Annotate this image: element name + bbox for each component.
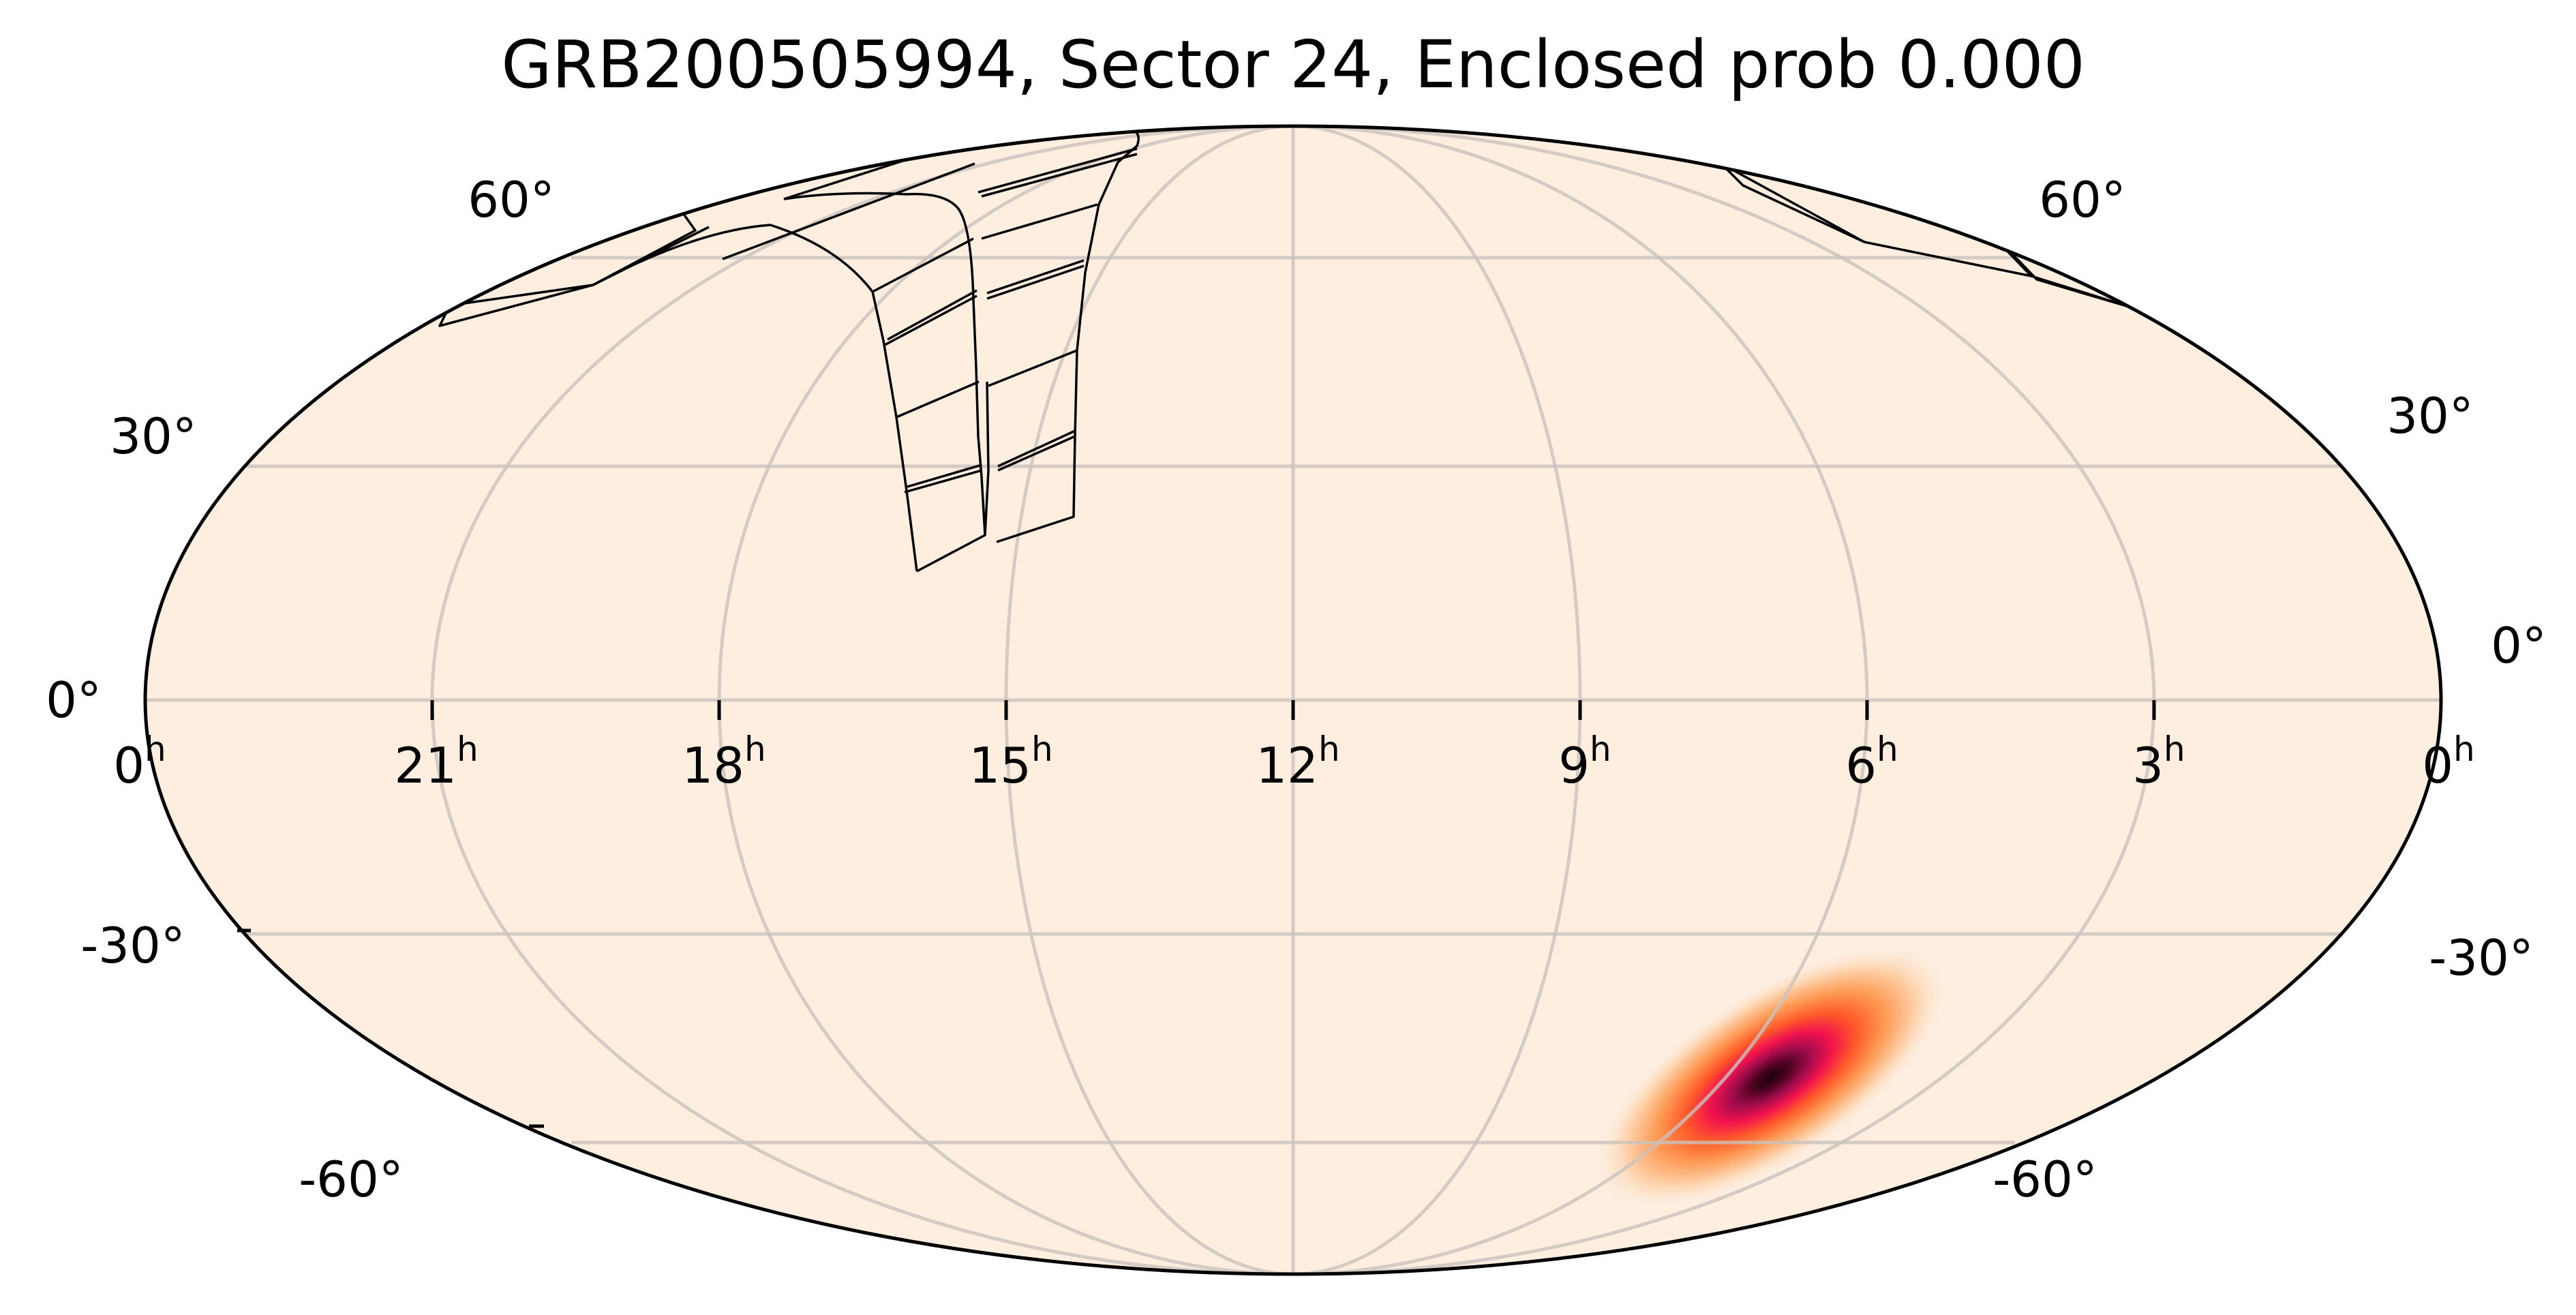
ra-label: 9 (1558, 737, 1590, 794)
dec-tick-labels-left: 60° 30° 0° -30° -60° (46, 171, 555, 1208)
svg-text:-60°: -60° (1992, 1151, 2097, 1208)
svg-text:-30°: -30° (80, 917, 185, 974)
ra-label: 6 (1845, 737, 1877, 794)
svg-text:21h: 21h (394, 729, 478, 794)
svg-text:-30°: -30° (2429, 929, 2534, 986)
svg-text:0°: 0° (2491, 617, 2547, 674)
ra-label: 0 (2422, 737, 2453, 794)
svg-text:0°: 0° (46, 671, 102, 729)
svg-text:-60°: -60° (299, 1151, 404, 1208)
svg-text:30°: 30° (110, 408, 197, 465)
dec-tick-labels-right: 60° 30° 0° -30° -60° (1992, 171, 2547, 1208)
svg-text:60°: 60° (468, 171, 555, 228)
svg-text:6h: 6h (1845, 729, 1898, 794)
svg-text:0h: 0h (2422, 729, 2475, 794)
sky-outline (143, 124, 2443, 1276)
svg-text:0h: 0h (113, 729, 166, 794)
svg-text:18h: 18h (682, 729, 766, 794)
footprint-tiles (438, 127, 2141, 573)
chart-title: GRB200505994, Sector 24, Enclosed prob 0… (501, 27, 2085, 103)
svg-text:30°: 30° (2386, 387, 2474, 444)
ra-label: 0 (113, 737, 145, 794)
ra-label: 18 (682, 737, 744, 794)
ra-label: 3 (2132, 737, 2164, 794)
svg-text:9h: 9h (1558, 729, 1611, 794)
ra-tick-labels: 0h 21h 18h 15h 12h 9h 6h 3h 0h (113, 729, 2475, 794)
ra-tick-marks (430, 700, 2156, 720)
ra-label: 12 (1256, 737, 1318, 794)
ra-label: 21 (394, 737, 457, 794)
svg-text:15h: 15h (969, 729, 1052, 794)
ra-label: 15 (969, 737, 1031, 794)
svg-text:12h: 12h (1256, 729, 1339, 794)
svg-text:3h: 3h (2132, 729, 2185, 794)
svg-text:60°: 60° (2039, 171, 2126, 228)
dec-tick-marks (237, 928, 544, 1128)
